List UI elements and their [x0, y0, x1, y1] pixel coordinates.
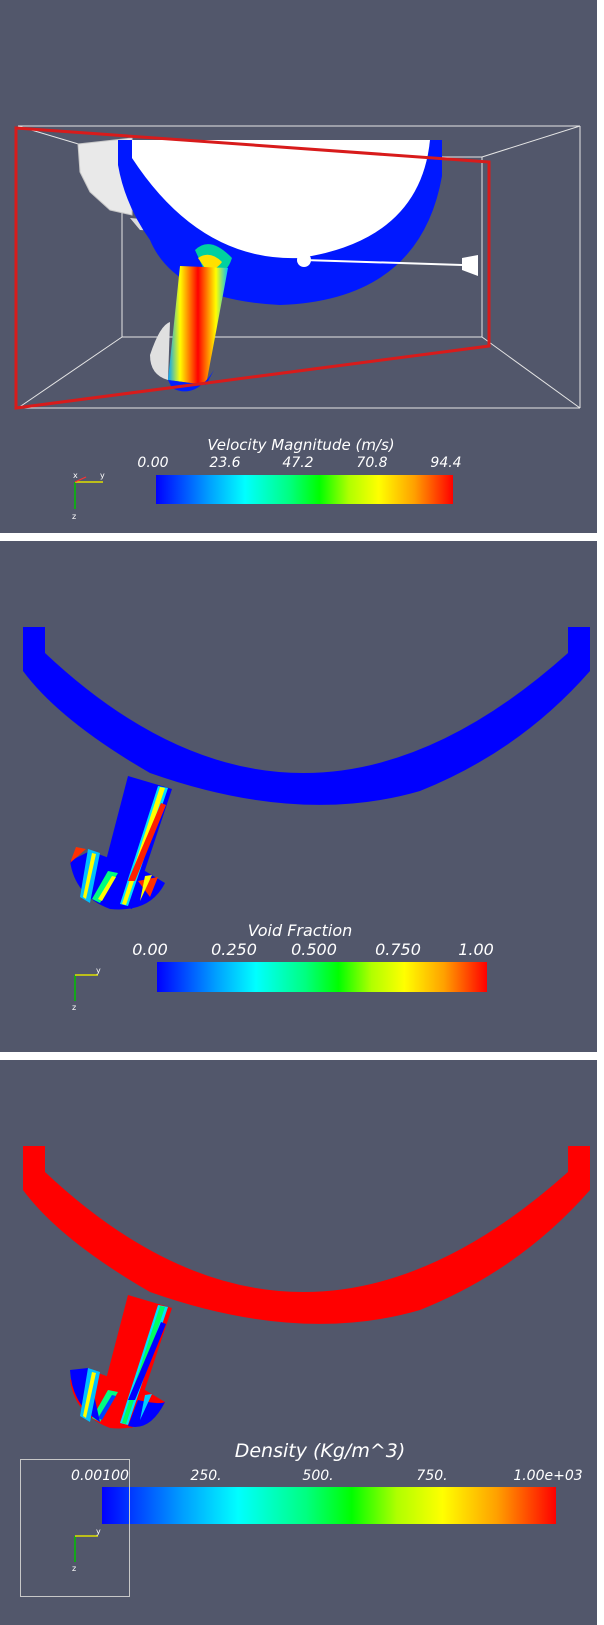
- colorbar-tick: 0.00100: [71, 1468, 129, 1484]
- axis-label-z: z: [72, 512, 76, 521]
- velocity-render-view[interactable]: Velocity Magnitude (m/s) 0.00 23.6 47.2 …: [0, 0, 597, 533]
- axis-label-y: y: [96, 966, 101, 975]
- void-fraction-render-view[interactable]: Void Fraction 0.00 0.250 0.500 0.750 1.0…: [0, 541, 597, 1052]
- void-cup-shape: [23, 627, 590, 910]
- colorbar-tick: 1.00e+03: [513, 1468, 583, 1484]
- bottom-bowl: [150, 322, 170, 380]
- colorbar-tick: 23.6: [209, 455, 241, 471]
- orientation-axes-icon: y z: [72, 1527, 101, 1572]
- axis-label-x: x: [73, 472, 78, 480]
- colorbar-gradient: [102, 1487, 556, 1524]
- velocity-cup: [118, 140, 442, 305]
- colorbar-tick: 70.8: [356, 455, 388, 471]
- colorbar-tick: 0.00: [137, 455, 169, 471]
- axis-label-y: y: [96, 1527, 101, 1536]
- colorbar-title: Void Fraction: [247, 921, 353, 940]
- orientation-axes-icon: x y z: [72, 472, 105, 521]
- colorbar-tick: 47.2: [282, 455, 314, 471]
- axis-label-z: z: [72, 1003, 76, 1011]
- colorbar-tick: 250.: [190, 1468, 222, 1484]
- slice-plane-outline: [14, 126, 491, 410]
- axis-label-y: y: [100, 472, 105, 480]
- colorbar-tick: 0.750: [375, 940, 421, 959]
- colorbar-title: Velocity Magnitude (m/s): [207, 436, 395, 454]
- velocity-3d-scene[interactable]: [0, 0, 597, 533]
- colorbar-tick: 500.: [302, 1468, 334, 1484]
- density-render-view[interactable]: Density (Kg/m^3) 0.00100 250. 500. 750. …: [0, 1060, 597, 1625]
- void-jet-streaks: [70, 786, 168, 906]
- liquid-surface: [132, 140, 430, 259]
- colorbar-tick: 0.250: [211, 940, 257, 959]
- orientation-axes-icon: y z: [72, 966, 101, 1011]
- density-jet-streaks: [70, 1305, 168, 1427]
- colorbar-gradient: [156, 475, 453, 504]
- probe-widget: [297, 253, 478, 276]
- axes-widget-frame: [20, 1459, 130, 1597]
- density-slice[interactable]: [0, 1060, 597, 1625]
- void-fraction-slice[interactable]: [0, 541, 597, 1052]
- colorbar-gradient: [157, 962, 487, 992]
- colorbar-tick: 1.00: [458, 940, 494, 959]
- colorbar-tick: 94.4: [430, 455, 462, 471]
- colorbar-tick: 0.00: [132, 940, 168, 959]
- jet-stream: [168, 266, 228, 385]
- density-cup-shape: [23, 1146, 590, 1429]
- axis-label-z: z: [72, 1564, 76, 1572]
- colorbar-tick: 750.: [416, 1468, 448, 1484]
- colorbar-tick: 0.500: [291, 940, 337, 959]
- colorbar-title: Density (Kg/m^3): [234, 1440, 406, 1462]
